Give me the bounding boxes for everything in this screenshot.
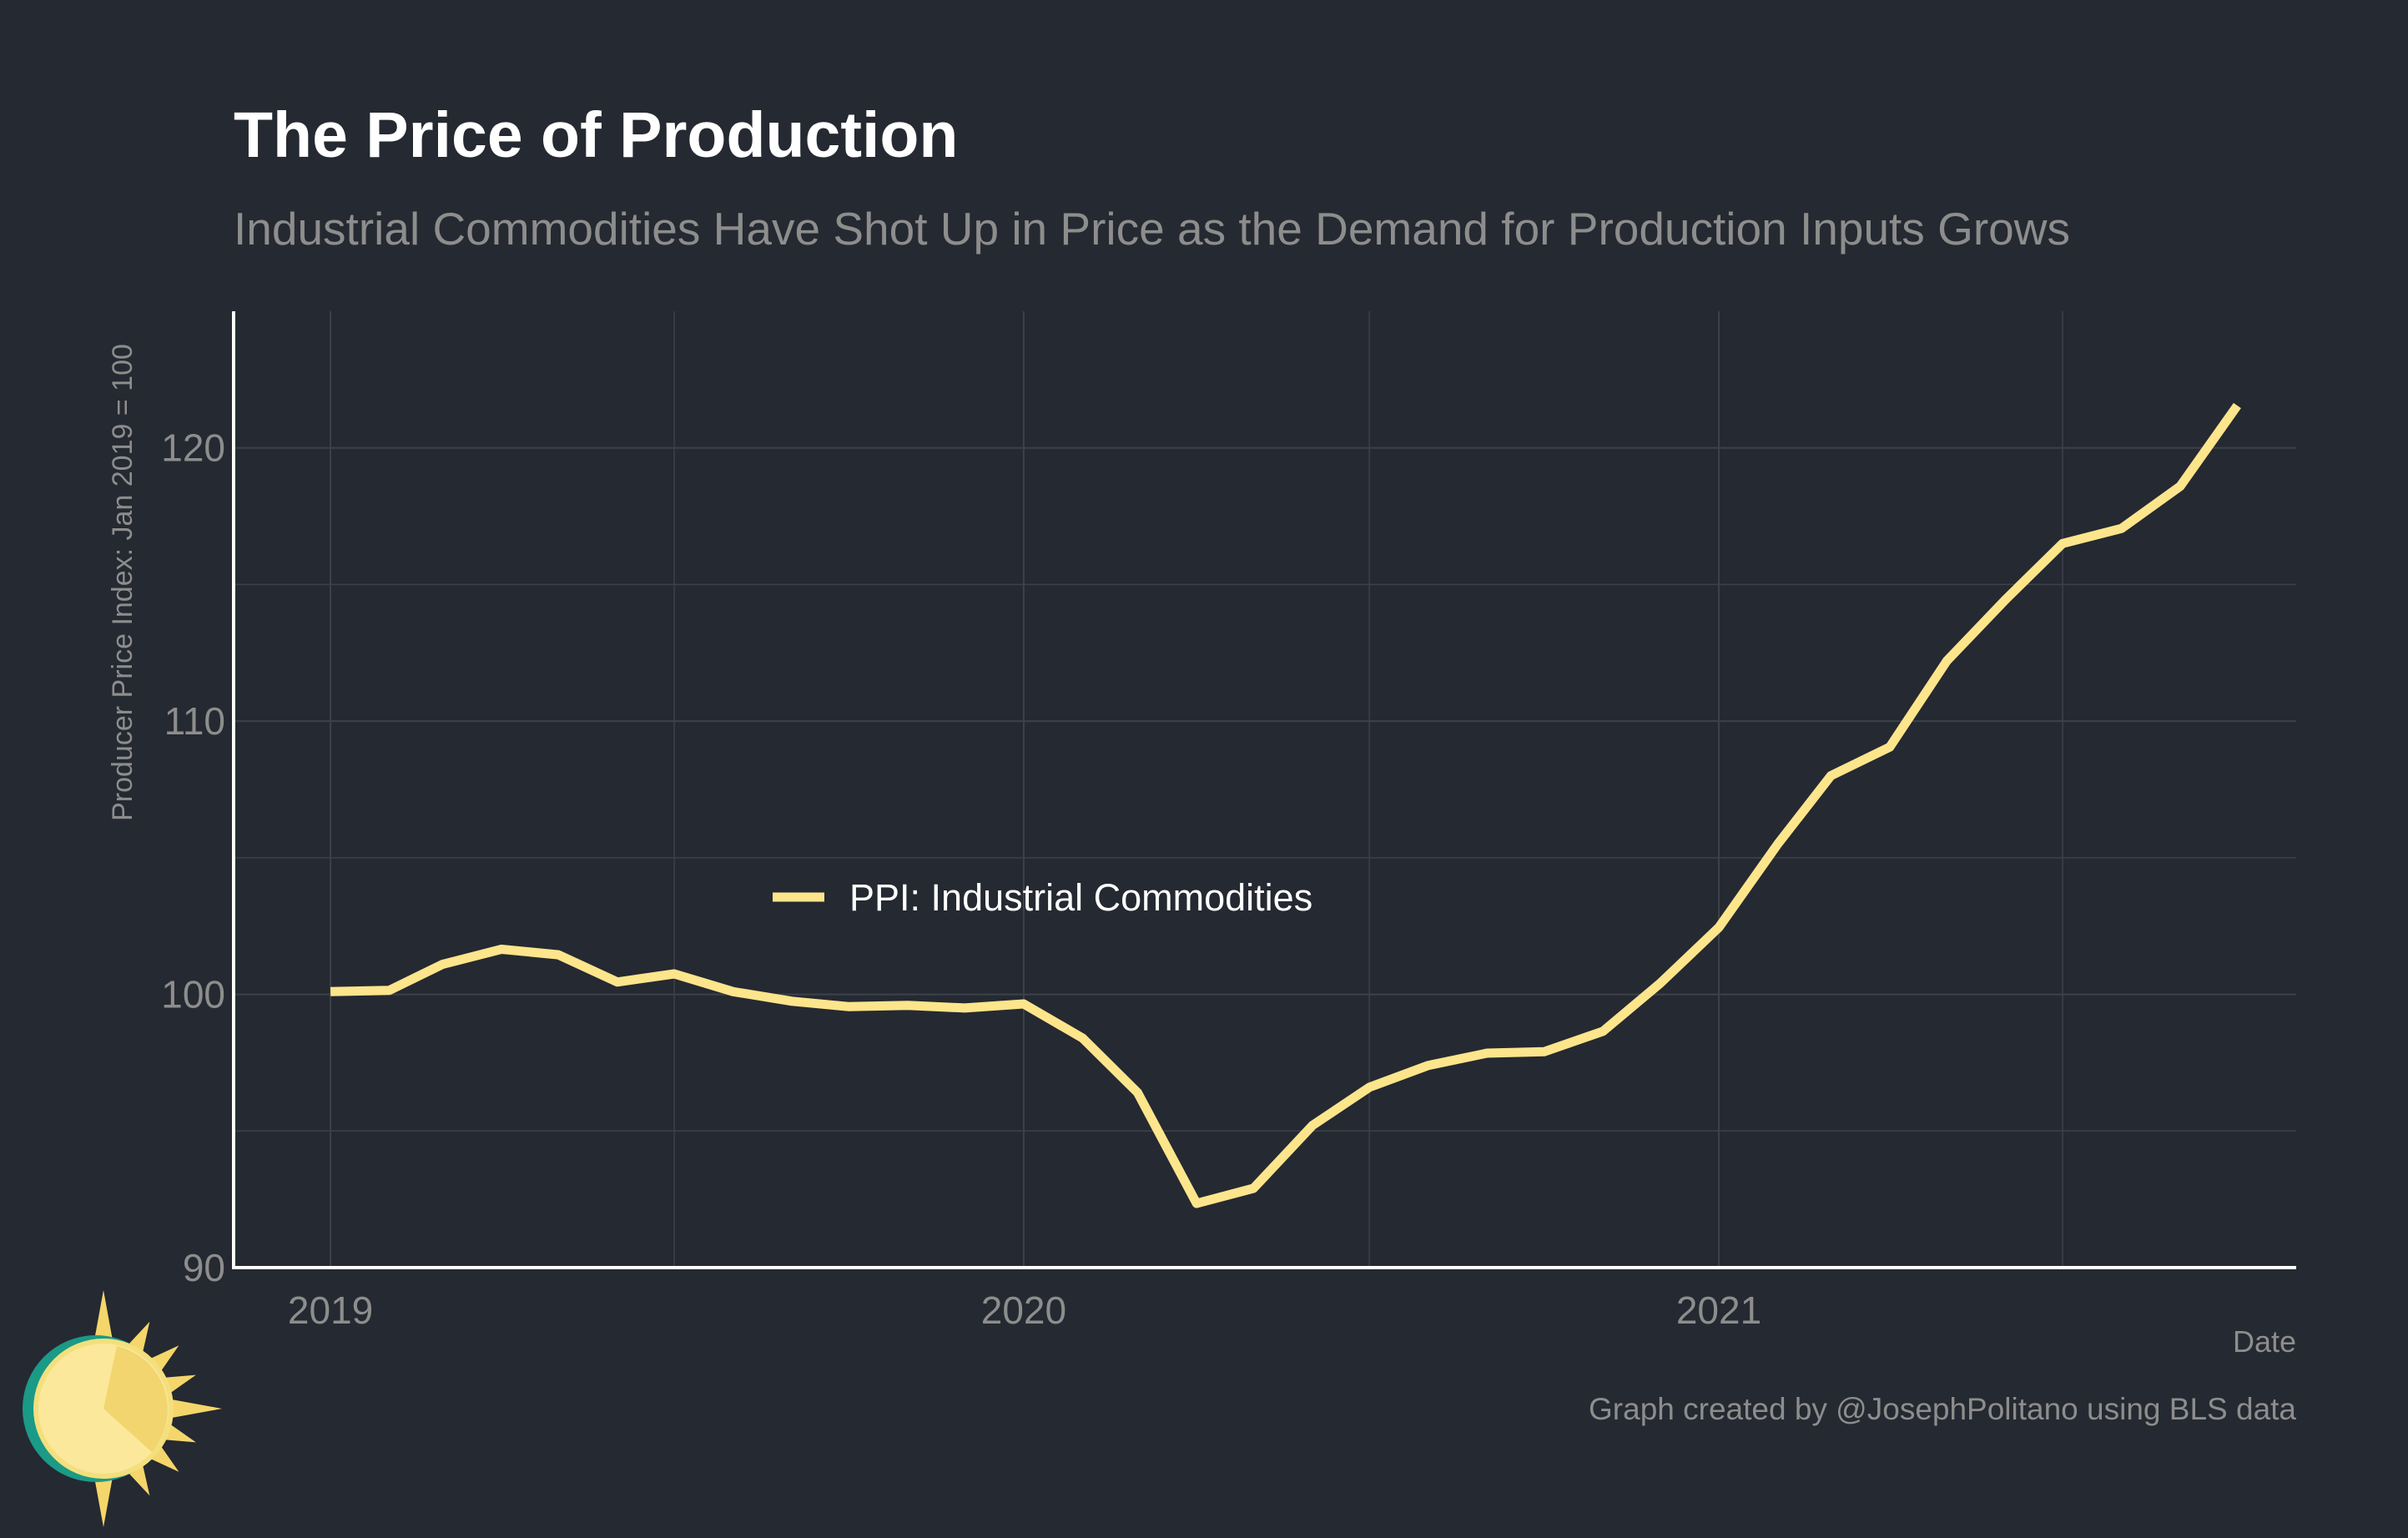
tick-labels: 90 100 110 120 2019 2020 2021 [161,426,1761,1332]
x-tick-label: 2020 [981,1288,1066,1332]
series-line [330,402,2241,1208]
x-tick-label: 2021 [1676,1288,1761,1332]
y-tick-label: 110 [164,699,225,743]
y-tick-label: 100 [161,973,225,1016]
x-tick-label: 2019 [288,1288,373,1332]
legend: PPI: Industrial Commodities [773,876,1312,919]
sun-logo-icon [23,1290,222,1527]
y-tick-label: 120 [161,426,225,470]
logo-ray [160,1397,222,1420]
chart-title: The Price of Production [234,99,959,171]
chart-subtitle: Industrial Commodities Have Shot Up in P… [234,203,2070,255]
y-axis-label: Producer Price Index: Jan 2019 = 100 [107,344,139,821]
series-lines [330,402,2241,1208]
x-axis-label: Date [2233,1324,2296,1359]
gridlines [234,311,2296,1268]
credit-text: Graph created by @JosephPolitano using B… [1589,1392,2296,1426]
axes [232,311,2296,1269]
legend-label: PPI: Industrial Commodities [849,876,1312,919]
y-tick-label: 90 [183,1246,225,1289]
